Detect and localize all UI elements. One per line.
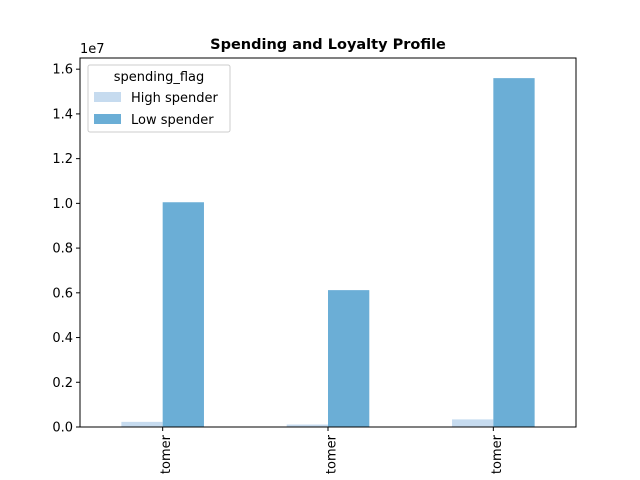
y-tick-label: 0.0 <box>52 421 73 436</box>
legend-swatch <box>94 114 121 124</box>
x-tick-label: tomer <box>325 434 340 474</box>
bar-high-spender-3 <box>452 419 494 427</box>
x-tick-label: tomer <box>490 434 505 474</box>
y-tick-label: 0.2 <box>52 376 73 391</box>
axes-frame <box>79 57 577 428</box>
bar-low-spender-3 <box>493 78 535 428</box>
y-axis-offset-label: 1e7 <box>80 42 105 57</box>
plot-area: tomer tomer tomer 0.0 0.2 0.4 0.6 0.8 1.0 1.2 1.4 1… <box>52 57 577 474</box>
y-tick-label: 1.2 <box>52 152 73 167</box>
bar-high-spender-2 <box>286 424 328 427</box>
legend-item-label: High spender <box>131 91 219 106</box>
y-tick-label: 1.0 <box>52 197 73 212</box>
legend-title: spending_flag <box>114 70 205 85</box>
bar-low-spender-1 <box>162 202 204 427</box>
bar-high-spender-1 <box>121 421 163 427</box>
legend-swatch <box>94 92 121 102</box>
legend-frame <box>87 64 231 133</box>
chart-title: Spending and Loyalty Profile <box>210 37 446 53</box>
x-tick-label: tomer <box>159 434 174 474</box>
legend: spending_flag High spender Low spender <box>87 64 231 133</box>
y-tick-label: 0.6 <box>52 286 73 301</box>
bar-low-spender-2 <box>328 290 370 427</box>
y-tick-label: 0.4 <box>52 331 73 346</box>
y-tick-label: 1.6 <box>52 63 73 78</box>
y-tick-label: 0.8 <box>52 242 73 257</box>
y-tick-label: 1.4 <box>52 107 73 122</box>
legend-item-label: Low spender <box>131 113 214 128</box>
